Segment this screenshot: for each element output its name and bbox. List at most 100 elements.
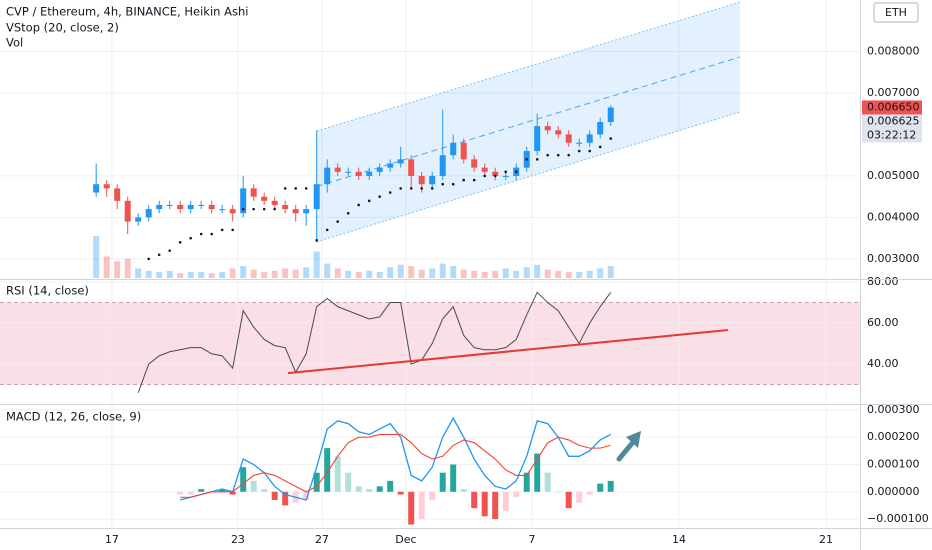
volume-bar — [135, 268, 142, 278]
histogram-bar — [219, 489, 226, 492]
histogram-bar — [471, 491, 478, 509]
price-label-box — [862, 128, 922, 143]
vstop-dot — [556, 153, 560, 157]
volume-bar — [303, 267, 310, 278]
candle-body — [124, 200, 131, 222]
volume-bar — [450, 266, 457, 278]
candle-body — [366, 171, 373, 176]
volume-bar — [502, 268, 509, 278]
candle-body — [135, 217, 142, 222]
candle-body — [229, 209, 236, 214]
indicator-title: RSI (14, close) — [6, 284, 89, 298]
volume-bar — [544, 269, 551, 278]
vstop-dot — [588, 149, 592, 153]
candle-body — [481, 167, 488, 172]
candle-body — [334, 167, 341, 172]
price-label: 03:22:12 — [867, 128, 916, 141]
histogram-bar — [198, 489, 205, 492]
vstop-dot — [210, 232, 213, 236]
candle-body — [492, 171, 499, 176]
volume-bar — [376, 272, 383, 278]
candle-body — [103, 184, 110, 189]
vstop-dot — [483, 174, 487, 178]
y-tick-label: 0.000300 — [867, 403, 920, 416]
vstop-dot — [567, 153, 571, 157]
volume-bar — [324, 263, 331, 278]
currency-label[interactable]: ETH — [885, 6, 907, 19]
volume-bar — [513, 270, 520, 278]
candle-body — [355, 171, 362, 176]
histogram-bar — [250, 480, 257, 492]
signal-line — [180, 433, 611, 498]
volume-bar — [271, 270, 278, 278]
vstop-dot — [609, 137, 613, 140]
candle-body — [250, 188, 257, 197]
vstop-dot — [336, 220, 339, 223]
volume-bar — [145, 270, 152, 278]
y-tick-label: 0.008000 — [867, 44, 920, 57]
vstop-dot — [346, 211, 350, 215]
volume-bar — [208, 273, 215, 278]
annotation-arrow — [616, 431, 641, 462]
background-layer — [0, 0, 860, 527]
price-label: 0.006625 — [867, 114, 920, 127]
x-tick-label: 17 — [105, 533, 119, 546]
volume-bar — [387, 267, 394, 278]
histogram-bar — [576, 491, 583, 503]
candle-body — [597, 121, 604, 135]
vstop-dot — [409, 187, 413, 190]
vstop-dot — [430, 187, 434, 190]
histogram-bar — [418, 491, 425, 520]
currency-box[interactable] — [873, 2, 919, 23]
y-tick-label: 0.004000 — [867, 210, 920, 223]
price-label-box — [862, 114, 922, 129]
histogram-bar — [586, 491, 593, 495]
volume-bar — [429, 268, 436, 278]
histogram-bar — [555, 491, 562, 493]
candle-body — [439, 155, 446, 176]
volume-bar — [555, 270, 562, 278]
channel-upper — [316, 1, 741, 132]
volume-bar — [597, 268, 604, 278]
candle-body — [408, 159, 415, 176]
vstop-dot — [220, 228, 224, 232]
histogram-bar — [450, 464, 457, 492]
candle-body — [586, 134, 593, 143]
histogram-bar — [271, 491, 278, 500]
vstop-dot — [199, 232, 203, 236]
vstop-dot — [325, 228, 329, 232]
volume-bar — [471, 270, 478, 278]
indicator-title: VStop (20, close, 2) — [6, 21, 119, 35]
indicator-title: MACD (12, 26, close, 9) — [6, 410, 141, 424]
volume-bar — [418, 269, 425, 278]
vstop-dot — [378, 195, 382, 198]
histogram-bar — [534, 453, 541, 492]
histogram-bar — [187, 491, 194, 495]
histogram-bar — [313, 472, 320, 492]
rsi-band — [0, 302, 860, 385]
candle-body — [282, 204, 289, 210]
price-label-box — [862, 100, 922, 115]
vstop-dot — [304, 187, 308, 190]
y-tick-label: 60.00 — [867, 316, 899, 329]
vstop-dot — [451, 182, 455, 186]
candle-body — [198, 204, 205, 206]
x-tick-label: 7 — [528, 533, 535, 546]
volume-bar — [114, 261, 121, 278]
histogram-bar — [240, 467, 247, 492]
y-tick-label: 0.000100 — [867, 457, 920, 470]
histogram-bar — [303, 491, 310, 500]
volume-bar — [166, 270, 173, 278]
histogram-bar — [345, 472, 352, 492]
volume-bar — [439, 263, 446, 278]
candle-body — [261, 196, 268, 201]
candle-body — [313, 184, 320, 210]
x-tick-label: 23 — [231, 533, 245, 546]
indicator-title: Vol — [6, 36, 23, 50]
candle-body — [502, 175, 509, 177]
volume-bar — [345, 270, 352, 278]
volume-bar — [156, 272, 163, 278]
candle-body — [208, 204, 215, 210]
vstop-dot — [598, 145, 602, 149]
volume-bar — [492, 270, 499, 278]
